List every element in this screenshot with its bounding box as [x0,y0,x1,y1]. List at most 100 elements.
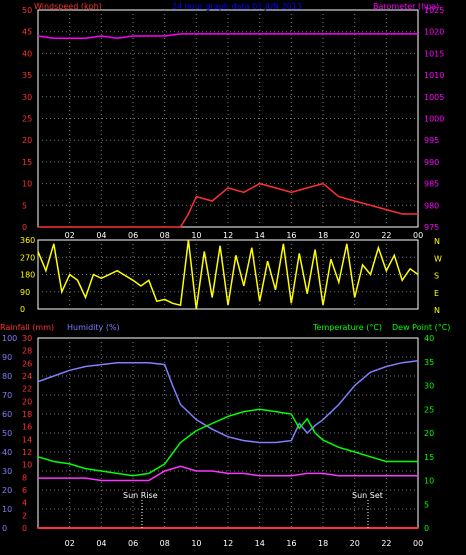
wind-axis-label: Windspeed (kph) [34,2,102,11]
humidity-tick-label: 90 [2,353,12,362]
x-tick-label: 10 [191,539,201,548]
rainfall-tick-label: 24 [22,372,32,381]
compass-point-label: W [434,254,442,263]
rainfall-tick-label: 2 [22,511,27,520]
x-tick-label: 02 [65,539,75,548]
barometer-tick-label: 1010 [424,71,444,80]
x-tick-label: 20 [350,231,360,240]
humidity-tick-label: 70 [2,391,12,400]
x-tick-label: 08 [160,539,170,548]
humidity-axis-label: Humidity (%) [67,323,120,332]
rainfall-axis-label: Rainfall (mm) [0,323,54,332]
wind-tick-label: 20 [22,136,32,145]
barometer-tick-label: 990 [424,158,439,167]
wind-tick-label: 30 [22,93,32,102]
rainfall-tick-label: 22 [22,385,32,394]
x-tick-label: 14 [255,539,265,548]
rainfall-tick-label: 12 [22,448,32,457]
x-tick-label: 06 [128,231,138,240]
barometer-tick-label: 1015 [424,49,444,58]
barometer-tick-label: 985 [424,180,439,189]
wind-direction-series-line [37,239,419,310]
temperature-tick-label: 40 [424,334,434,343]
wind-tick-label: 0 [22,223,27,232]
rainfall-tick-label: 8 [22,473,27,482]
humidity-tick-label: 30 [2,467,12,476]
dewpoint-series-line [38,465,418,482]
dewpoint-axis-label: Dew Point (°C) [392,323,450,332]
humidity-tick-label: 60 [2,410,12,419]
temperature-tick-label: 15 [424,453,434,462]
windspeed-series-line [38,182,418,228]
barometer-tick-label: 1020 [424,28,444,37]
barometer-tick-label: 1025 [424,6,444,15]
direction-tick-label: 90 [20,288,30,297]
rainfall-tick-label: 18 [22,410,32,419]
barometer-tick-label: 1000 [424,115,444,124]
wind-tick-label: 35 [22,71,32,80]
rainfall-tick-label: 26 [22,359,32,368]
x-tick-label: 12 [223,539,233,548]
barometer-tick-label: 1005 [424,93,444,102]
wind-tick-label: 10 [22,180,32,189]
x-tick-label: 06 [128,539,138,548]
rainfall-tick-label: 30 [22,334,32,343]
sunrise-label: Sun Rise [123,491,158,500]
rainfall-tick-label: 10 [22,461,32,470]
temperature-axis-label: Temperature (°C) [312,323,382,332]
wind-tick-label: 40 [22,49,32,58]
chart-title: 24 hour graph data 01 JUN 2013 [172,2,302,11]
x-tick-label: 10 [191,231,201,240]
humidity-tick-label: 50 [2,429,12,438]
barometer-tick-label: 995 [424,136,439,145]
humidity-series-line [37,360,419,444]
temperature-tick-label: 0 [424,524,429,533]
x-tick-label: 04 [96,539,106,548]
temperature-series-line [37,408,418,477]
direction-tick-label: 180 [20,271,35,280]
direction-tick-label: 0 [20,305,25,314]
humidity-tick-label: 100 [2,334,17,343]
wind-tick-label: 25 [22,115,32,124]
x-tick-label: 16 [286,231,296,240]
x-tick-label: 02 [65,231,75,240]
temperature-tick-label: 5 [424,500,429,509]
x-tick-label: 00 [413,539,423,548]
temperature-tick-label: 20 [424,429,434,438]
wind-tick-label: 50 [22,6,32,15]
barometer-tick-label: 980 [424,201,439,210]
x-tick-label: 08 [160,231,170,240]
direction-tick-label: 360 [20,236,35,245]
humidity-tick-label: 80 [2,372,12,381]
barometer-axis-label: Barometer (hpa) [373,2,439,11]
x-tick-label: 16 [286,539,296,548]
barometer-series-line [37,33,418,39]
compass-point-label: N [434,237,440,246]
compass-point-label: S [434,272,439,281]
x-tick-label: 22 [381,539,391,548]
barometer-tick-label: 975 [424,223,439,232]
rainfall-tick-label: 0 [22,524,27,533]
wind-tick-label: 15 [22,158,32,167]
temperature-tick-label: 10 [424,477,434,486]
x-tick-label: 14 [255,231,265,240]
temperature-tick-label: 25 [424,405,434,414]
rainfall-tick-label: 4 [22,499,27,508]
humidity-tick-label: 20 [2,486,12,495]
x-tick-label: 20 [350,539,360,548]
compass-point-label: N [434,306,440,315]
rainfall-tick-label: 6 [22,486,27,495]
wind-tick-label: 45 [22,28,32,37]
x-tick-label: 18 [318,539,328,548]
direction-tick-label: 270 [20,253,35,262]
wind-tick-label: 5 [22,201,27,210]
temperature-tick-label: 35 [424,358,434,367]
sunset-label: Sun Set [352,491,383,500]
humidity-tick-label: 10 [2,505,12,514]
x-tick-label: 12 [223,231,233,240]
x-tick-label: 04 [96,231,106,240]
compass-point-label: E [434,289,439,298]
rainfall-tick-label: 28 [22,347,32,356]
temperature-tick-label: 30 [424,382,434,391]
